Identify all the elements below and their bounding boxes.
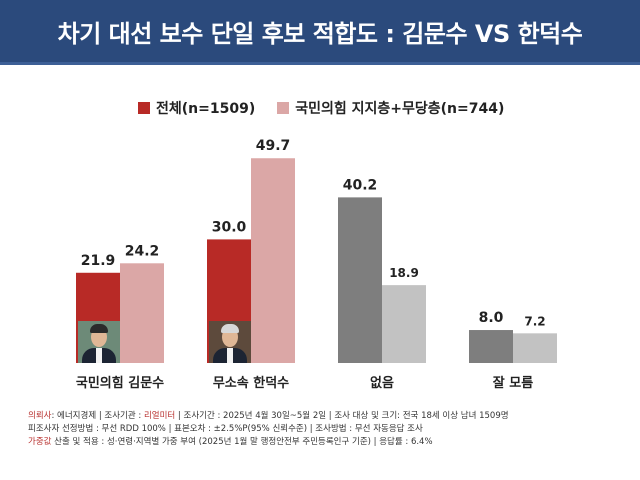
footnote-key-weight: 가중값 xyxy=(28,437,52,447)
footnote-text-1a: : 에너지경제 | 조사기관 : xyxy=(51,411,144,421)
title-divider xyxy=(0,62,640,65)
bar-2-4 xyxy=(513,333,557,363)
legend-label-series1: 전체(n=1509) xyxy=(156,101,256,117)
category-label-2: 무소속 한덕수 xyxy=(213,375,289,391)
bar-2-2 xyxy=(251,158,295,363)
bar-2-3 xyxy=(382,285,426,363)
footnote-key-agency: 리얼미터 xyxy=(143,411,176,421)
footnote-key-client: 의뢰사 xyxy=(28,411,52,421)
footnote-line-3: 가중값 산출 및 적용 : 성·연령·지역별 가중 부여 (2025년 1월 말… xyxy=(28,436,618,449)
footnote-line-2: 피조사자 선정방법 : 무선 RDD 100% | 표본오차 : ±2.5%P(… xyxy=(28,424,423,434)
category-label-4: 잘 모름 xyxy=(493,376,533,391)
bar-2-1 xyxy=(120,263,164,363)
chart-title: 차기 대선 보수 단일 후보 적합도 : 김문수 VS 한덕수 xyxy=(57,19,583,48)
bar-1-4 xyxy=(469,330,513,363)
value-label-2-3: 18.9 xyxy=(389,266,419,280)
value-label-1-1: 21.9 xyxy=(81,253,116,269)
legend-swatch-series2 xyxy=(277,102,290,114)
legend: 전체(n=1509) 국민의힘 지지층+무당층(n=744) xyxy=(138,98,504,118)
legend-item-series2: 국민의힘 지지층+무당층(n=744) xyxy=(277,98,504,118)
category-label-1: 국민의힘 김문수 xyxy=(76,375,164,391)
footnote-text-3: 산출 및 적용 : 성·연령·지역별 가중 부여 (2025년 1월 말 행정안… xyxy=(51,437,433,447)
value-label-2-1: 24.2 xyxy=(125,243,160,259)
han-duckso-photo xyxy=(209,321,251,363)
value-label-2-2: 49.7 xyxy=(256,138,291,154)
chart-title-bar: 차기 대선 보수 단일 후보 적합도 : 김문수 VS 한덕수 xyxy=(0,0,640,62)
legend-item-series1: 전체(n=1509) xyxy=(138,98,255,118)
footnote-text-1b: | 조사기간 : 2025년 4월 30일~5월 2일 | 조사 대상 및 크기… xyxy=(175,411,509,421)
bar-1-3 xyxy=(338,197,382,363)
value-label-1-3: 40.2 xyxy=(343,177,378,193)
footnote-line-1: 의뢰사: 에너지경제 | 조사기관 : 리얼미터 | 조사기간 : 2025년 … xyxy=(28,410,618,423)
kim-moonsoo-photo xyxy=(78,321,120,363)
value-label-2-4: 7.2 xyxy=(524,314,545,328)
value-label-1-2: 30.0 xyxy=(212,219,247,235)
survey-footnote: 의뢰사: 에너지경제 | 조사기관 : 리얼미터 | 조사기간 : 2025년 … xyxy=(28,410,618,449)
legend-swatch-series1 xyxy=(138,102,150,114)
legend-label-series2: 국민의힘 지지층+무당층(n=744) xyxy=(295,101,505,117)
value-label-1-4: 8.0 xyxy=(479,310,504,326)
category-label-3: 없음 xyxy=(370,375,394,391)
